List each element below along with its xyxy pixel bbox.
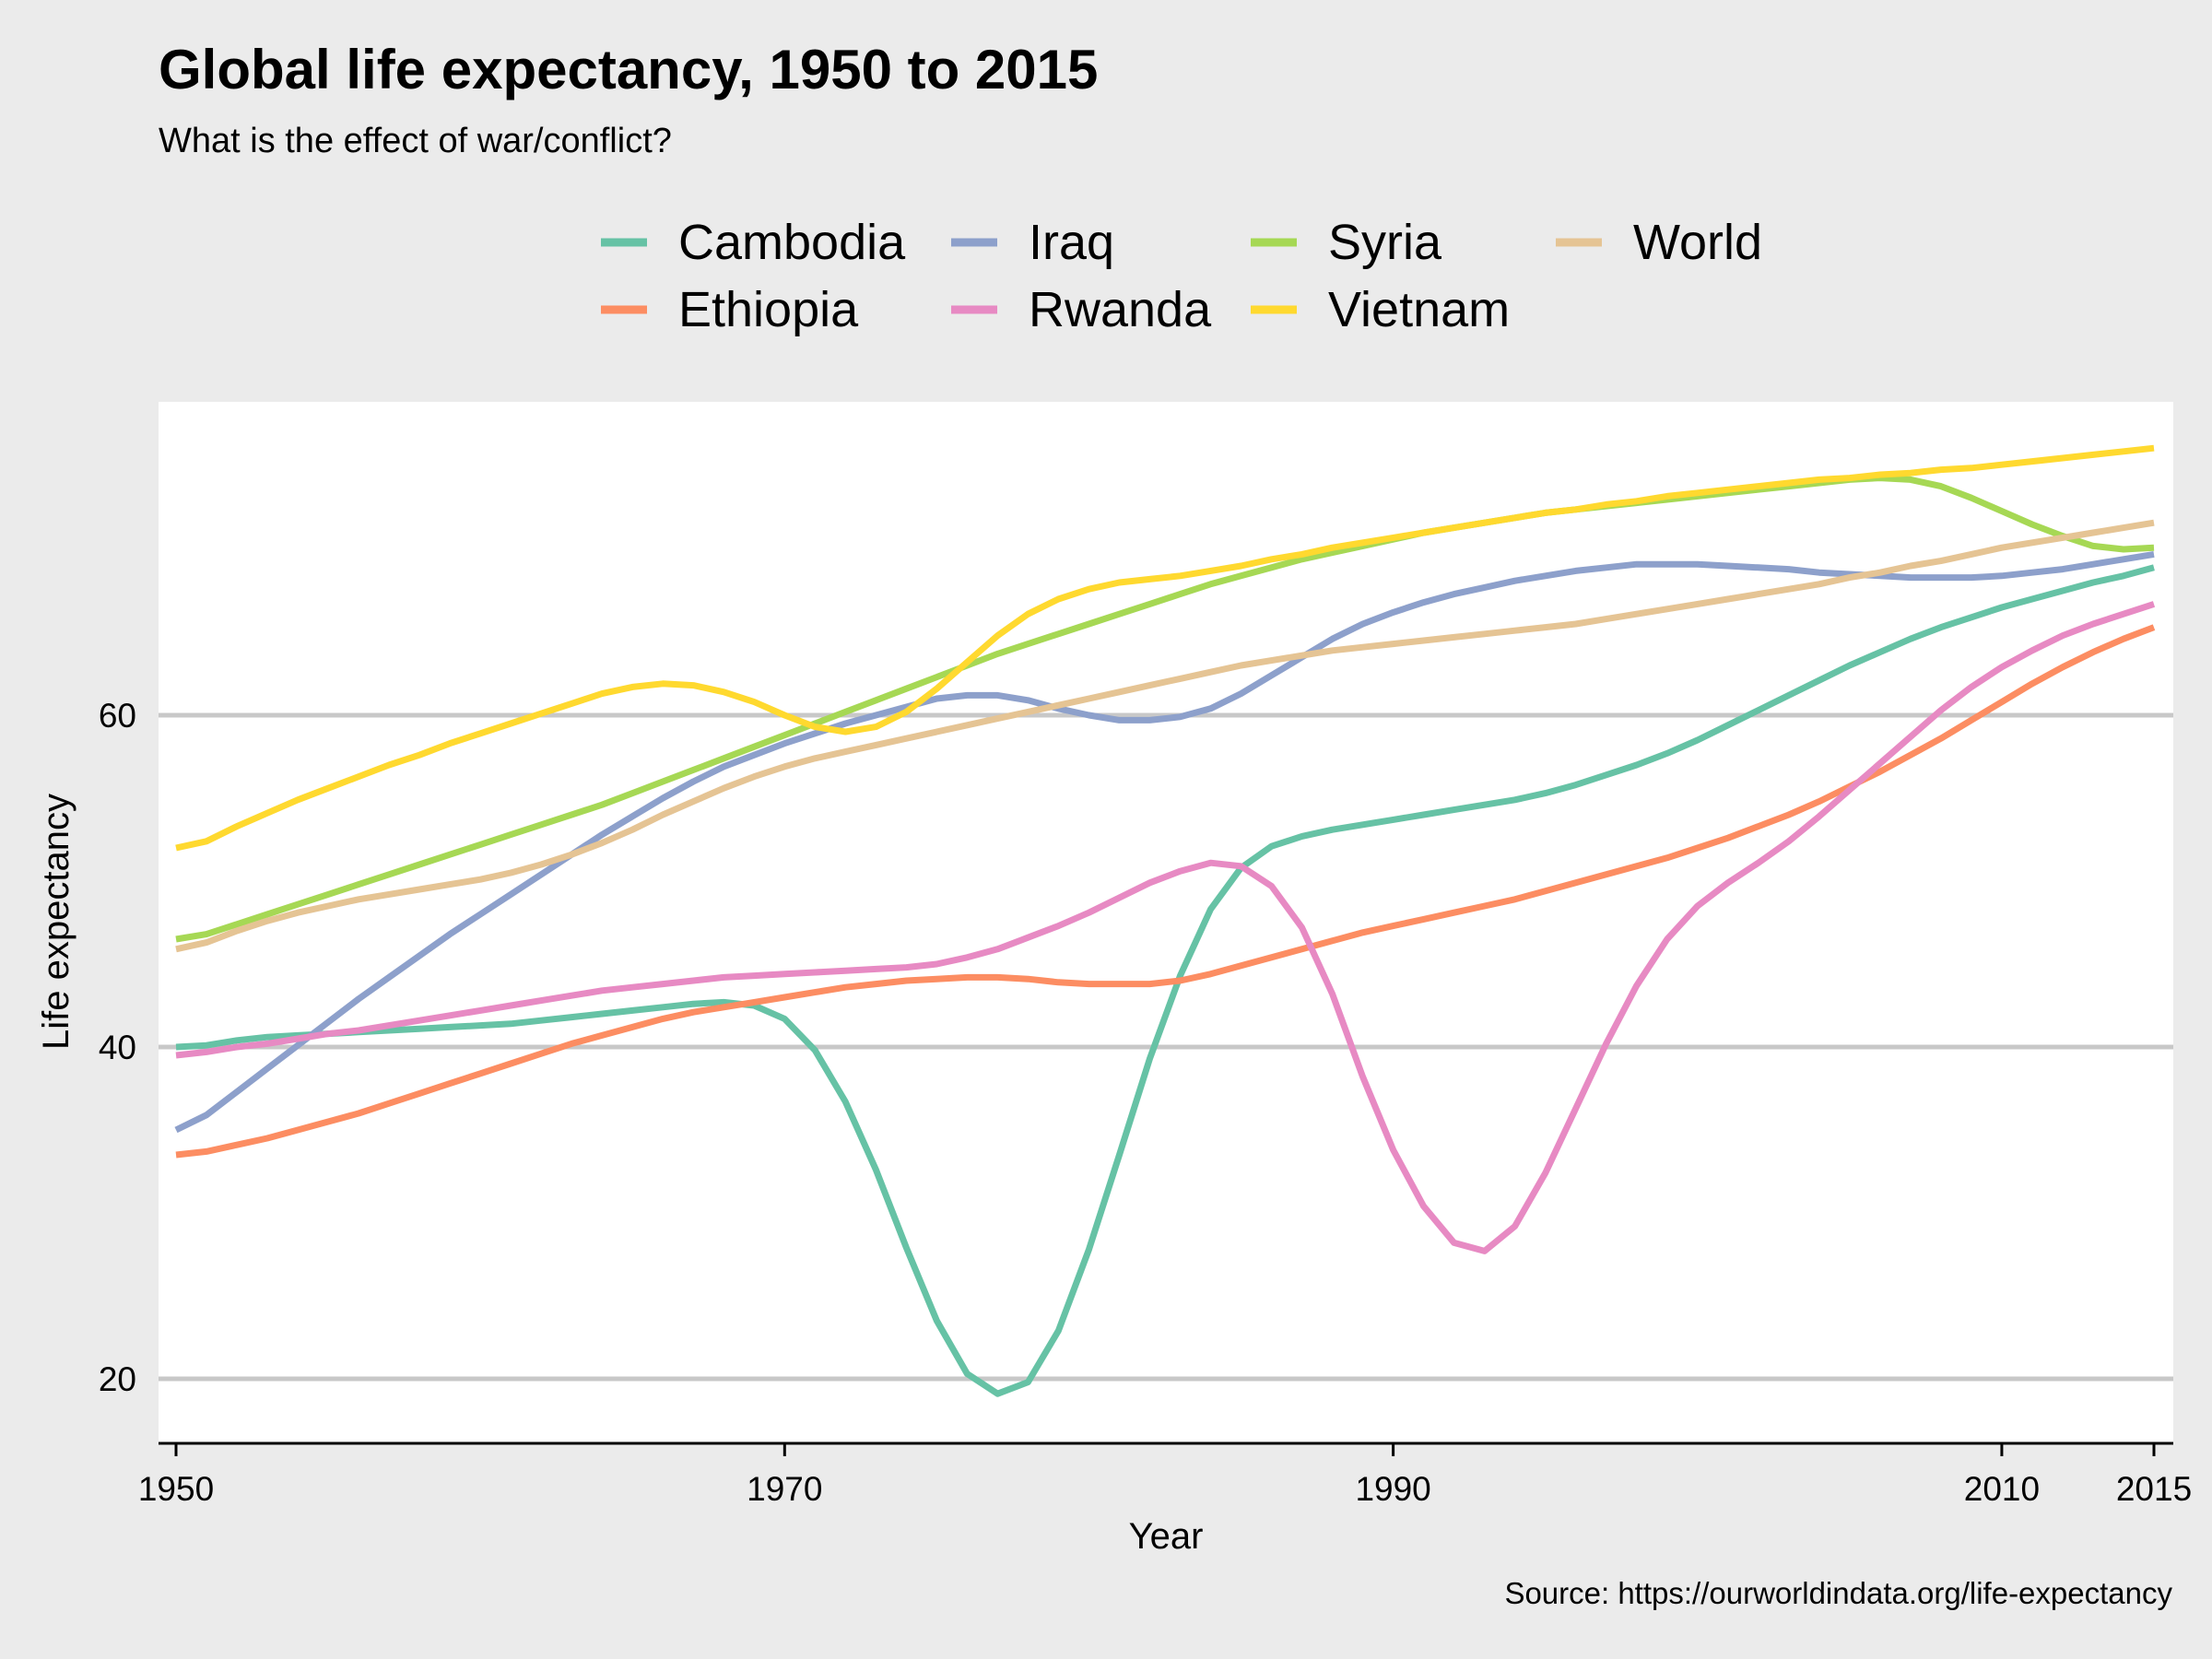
x-axis: 1950 1970 1990 2010 2015 — [138, 1441, 2192, 1508]
y-tick-label-60: 60 — [99, 697, 136, 735]
source-caption: Source: https://ourworldindata.org/life-… — [1504, 1576, 2172, 1610]
y-axis: 20 40 60 — [99, 697, 136, 1398]
legend-label-rwanda: Rwanda — [1029, 282, 1212, 337]
legend-label-vietnam: Vietnam — [1328, 282, 1510, 337]
series-line-vietnam — [175, 444, 2155, 852]
legend-label-iraq: Iraq — [1029, 215, 1114, 270]
plot-panel — [159, 402, 2173, 1443]
legend-label-syria: Syria — [1328, 215, 1442, 270]
series-lines — [174, 444, 2156, 1397]
x-tick-label-2010: 2010 — [1964, 1470, 2040, 1508]
legend-label-cambodia: Cambodia — [678, 215, 906, 270]
x-tick-label-2015: 2015 — [2116, 1470, 2192, 1508]
legend-item-iraq: Iraq — [951, 215, 1114, 270]
legend-item-vietnam: Vietnam — [1251, 282, 1510, 337]
x-tick-label-1950: 1950 — [138, 1470, 214, 1508]
y-tick-label-20: 20 — [99, 1360, 136, 1398]
legend-item-cambodia: Cambodia — [601, 215, 906, 270]
series-line-ethiopia — [175, 624, 2156, 1159]
series-line-cambodia — [175, 564, 2155, 1397]
legend-item-syria: Syria — [1251, 215, 1442, 270]
x-tick-label-1970: 1970 — [747, 1470, 822, 1508]
series-line-rwanda — [175, 601, 2156, 1254]
series-line-world — [175, 519, 2155, 953]
chart-subtitle: What is the effect of war/conflict? — [159, 122, 672, 160]
x-axis-title: Year — [1129, 1516, 1204, 1557]
x-tick-label-1990: 1990 — [1355, 1470, 1430, 1508]
legend-item-world: World — [1556, 215, 1762, 270]
chart-title: Global life expectancy, 1950 to 2015 — [159, 39, 1098, 100]
legend-item-rwanda: Rwanda — [951, 282, 1212, 337]
y-axis-title: Life expectancy — [36, 794, 76, 1050]
legend-label-world: World — [1633, 215, 1762, 270]
legend-label-ethiopia: Ethiopia — [678, 282, 859, 337]
series-line-iraq — [174, 550, 2155, 1134]
legend-item-ethiopia: Ethiopia — [601, 282, 859, 337]
legend: Cambodia Ethiopia Iraq Rwanda Syria Vietnam Wo… — [601, 215, 1762, 337]
y-tick-label-40: 40 — [99, 1029, 136, 1066]
